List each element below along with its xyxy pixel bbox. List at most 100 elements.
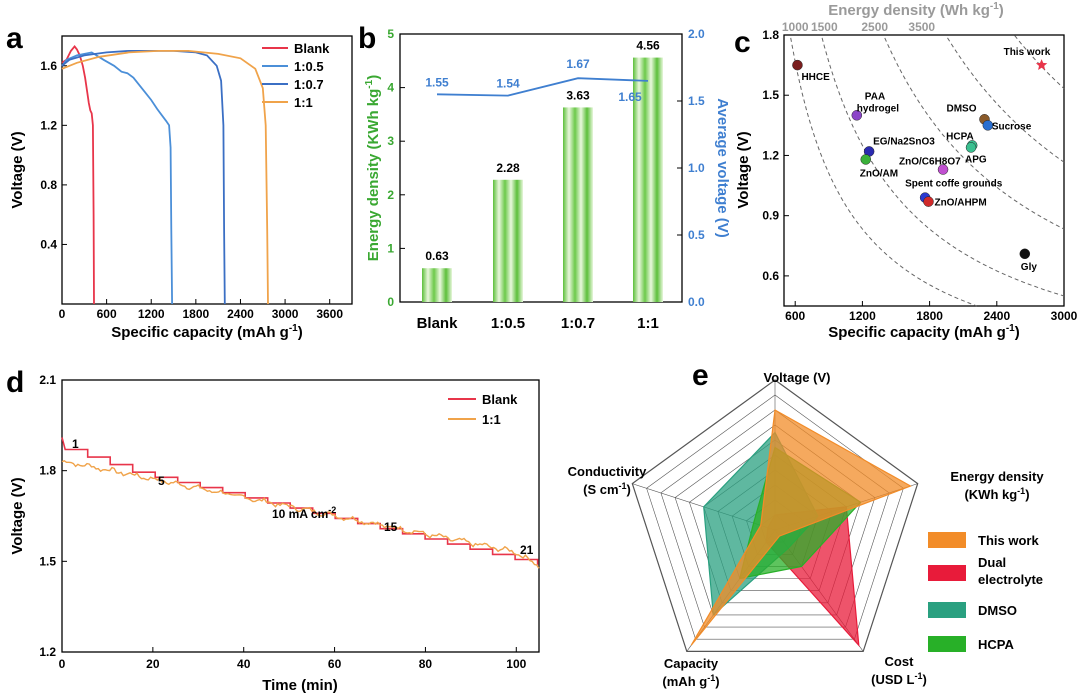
panel-c-point-label: APG [965,154,987,165]
panel-a-xlabel: Specific capacity (mAh g-1) [111,323,302,341]
panel-d-xtick-label: 80 [419,657,433,671]
panel-b-category-label: Blank [417,315,459,332]
panel-d-annotation-current: 10 mA cm-2 [272,505,336,521]
radar-series-polygon [690,409,912,646]
panel-label-a: a [6,22,23,55]
panel-c-point-label: DMSO [946,103,976,114]
panel-c-ytick-label: 1.2 [762,148,779,162]
panel-label-d: d [6,366,24,399]
panel-b-bar [422,268,452,302]
radar-axis-cost: Cost [885,654,915,669]
panel-b-energy-bar: 0 1 2 3 4 5 0.0 0.5 1.0 1.5 2.0 0.63 Blank 2.28 1:0.5… [364,27,731,332]
panel-a-voltage-capacity: 0 600 1200 1800 2400 3000 3600 0.4 0.8 1.2 1.6 Bla… [9,35,353,341]
panel-c-point [965,142,977,153]
panel-c-xtick-label: 1200 [849,309,876,323]
panel-b-y2tick-label: 2.0 [688,27,705,41]
panel-c-ytick-label: 1.5 [762,88,779,102]
panel-b-voltage-label: 1.65 [618,90,642,104]
panel-label-e: e [692,359,709,392]
panel-c-point-label: This work [1004,47,1051,58]
panel-a-series [61,44,269,305]
panel-d-ylabel: Voltage (V) [9,477,26,554]
radar-legend-swatch [928,532,966,548]
panel-a-ylabel: Voltage (V) [9,131,26,208]
panel-b-ytick-label: 5 [387,27,394,41]
panel-b-category-label: 1:1 [637,315,659,332]
panel-d-annotation-21: 21 [520,543,534,557]
panel-d-annotation-15: 15 [384,520,398,534]
radar-legend-swatch [928,636,966,652]
panel-c-xtick-label: 2400 [983,309,1010,323]
panel-a-ticks: 0 600 1200 1800 2400 3000 3600 0.4 0.8 1.2 1.6 [40,59,343,321]
panel-c-point [851,110,863,121]
panel-a-xtick-label: 3000 [272,307,299,321]
panel-b-bar-label: 0.63 [425,249,449,263]
panel-d-ticks: 0 20 40 60 80 100 1.2 1.5 1.8 2.1 [39,373,526,671]
panel-c-point-label: ZnO/AM [860,168,898,179]
radar-axis-conductivity-unit: (S cm-1) [583,481,631,497]
panel-b-voltage-label: 1.55 [425,75,449,89]
panel-c-energy-curve [884,37,1065,230]
radar-axis-cost-unit: (USD L-1) [871,671,927,687]
panel-a-xtick-label: 0 [59,307,66,321]
panel-c-frame [783,34,1065,307]
panel-b-bar-label: 4.56 [636,39,660,53]
panel-d-legend-label: Blank [482,392,518,407]
panel-d-annotation-1: 1 [72,437,79,451]
panel-b-voltage-line: 1.55 1.54 1.67 1.65 [425,57,649,104]
panel-a-legend-label: 1:0.5 [294,59,324,74]
panel-e-legend: This work Dual electrolyte DMSO HCPA [928,532,1043,652]
panel-a-series-line [61,44,95,305]
radar-axis-conductivity: Conductivity [568,464,647,479]
panel-b-y2tick-label: 1.5 [688,94,705,108]
panel-d-legend-label: 1:1 [482,412,501,427]
panel-b-category-label: 1:0.5 [491,315,525,332]
panel-d-ytick-label: 2.1 [39,373,56,387]
panel-c-point-label: Sucrose [992,121,1032,132]
panel-c-toptick-label: 1500 [811,20,838,34]
panel-c-ytick-label: 0.6 [762,269,779,283]
panel-c-point [923,196,934,207]
panel-c-point-label: ZnO/C6H8O7 [899,156,961,167]
panel-c-point [792,59,803,71]
panel-e-axis-labels: Voltage (V) Energy density (KWh kg-1) Co… [568,370,1045,689]
panel-d-line-1to1 [61,460,540,569]
panel-b-y2label: Average voltage (V) [714,98,731,238]
panel-b-bar [493,179,523,302]
panel-c-point-label: hydrogel [857,103,899,114]
radar-axis-energy-density-unit: (KWh kg-1) [964,486,1029,502]
panel-a-legend: Blank 1:0.5 1:0.7 1:1 [262,41,330,110]
panel-b-y2tick-label: 1.0 [688,161,705,175]
panel-c-ylabel: Voltage (V) [735,131,752,208]
panel-b-bar [563,107,593,302]
panel-d-legend: Blank 1:1 [448,392,518,427]
radar-legend-label: HCPA [978,637,1014,652]
panel-a-series-line [61,51,173,305]
panel-b-ytick-label: 1 [387,241,394,255]
panel-b-ytick-label: 2 [387,188,394,202]
panel-c-xlabel: Specific capacity (mAh g-1) [828,323,1019,341]
panel-c-energy-curve [947,37,1065,163]
panel-c-point [1019,248,1031,260]
radar-legend-label: electrolyte [978,572,1043,587]
panel-b-ytick-label: 3 [387,134,394,148]
panel-c-point-label: PAA [865,91,885,102]
panel-a-ytick-label: 0.4 [40,237,57,251]
panel-d-ytick-label: 1.2 [39,645,56,659]
panel-b-bar-label: 2.28 [496,161,520,175]
panel-c-point [860,154,872,165]
panel-a-xtick-label: 3600 [316,307,343,321]
panel-a-series-line [61,50,269,305]
panel-c-point-star [1035,59,1048,70]
panel-d-xlabel: Time (min) [262,677,338,694]
panel-d-annotation-5: 5 [158,474,165,488]
panel-c-xtick-label: 600 [785,309,805,323]
panel-a-legend-label: Blank [294,41,330,56]
radar-web-ring [631,379,919,653]
panel-c-toptick-label: 2500 [861,20,888,34]
panel-d-line-blank [61,437,539,565]
panel-c-toptick-label: 3500 [908,20,935,34]
